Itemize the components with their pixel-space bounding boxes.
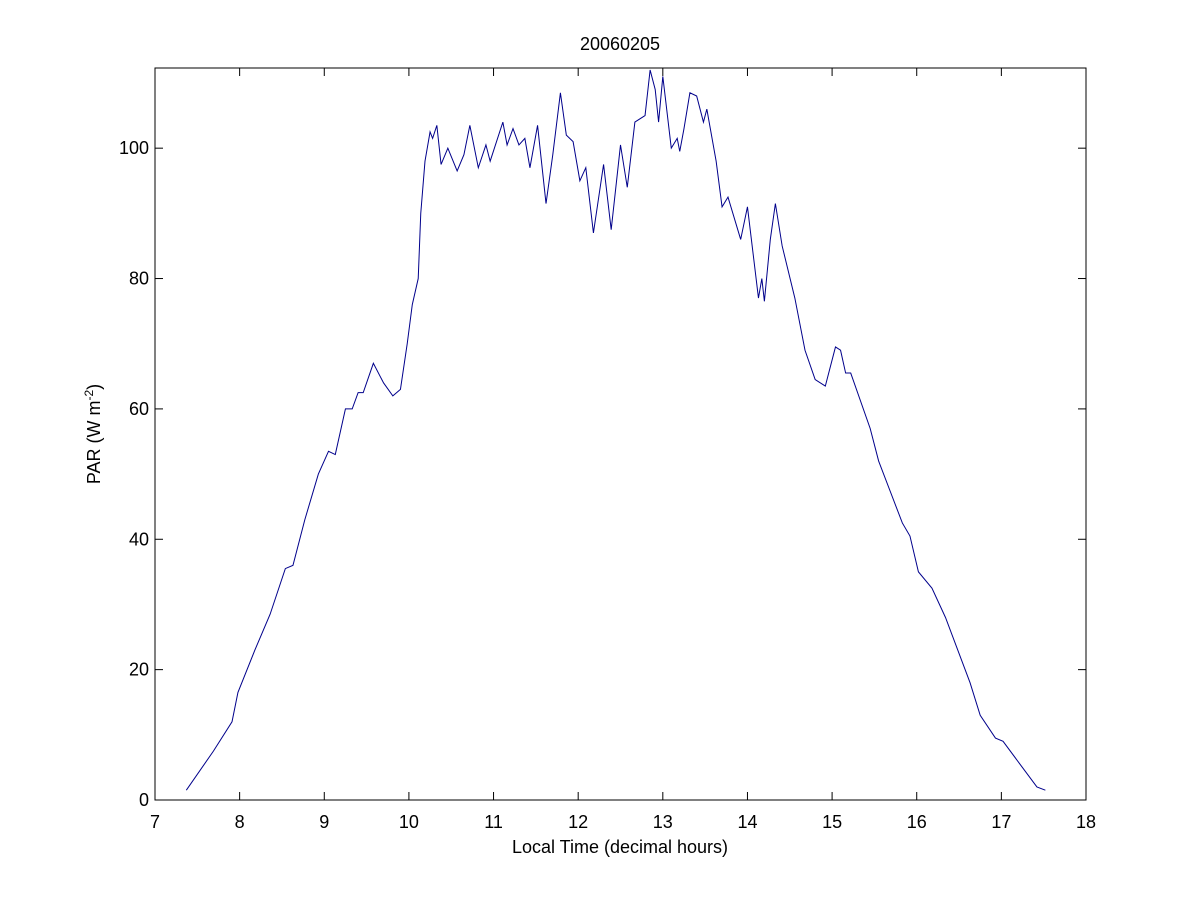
x-tick-label: 16 — [907, 812, 927, 832]
x-axis-label: Local Time (decimal hours) — [512, 837, 728, 857]
x-tick-label: 17 — [991, 812, 1011, 832]
y-tick-label: 20 — [129, 660, 149, 680]
y-label-sup: -2 — [82, 390, 96, 401]
plot-frame — [154, 67, 1087, 801]
x-tick-label: 18 — [1076, 812, 1096, 832]
x-tick-label: 12 — [568, 812, 588, 832]
y-tick-label: 80 — [129, 269, 149, 289]
x-tick-label: 8 — [235, 812, 245, 832]
data-line — [185, 69, 1046, 791]
x-tick-label: 9 — [319, 812, 329, 832]
x-tick-label: 11 — [484, 812, 503, 832]
x-tick-label: 10 — [399, 812, 419, 832]
y-label-text: PAR (W m — [84, 401, 104, 485]
y-tick-label: 100 — [119, 138, 149, 158]
x-tick-label: 13 — [653, 812, 673, 832]
y-tick-label: 0 — [139, 790, 149, 810]
x-tick-label: 14 — [737, 812, 757, 832]
y-tick-label: 40 — [129, 529, 149, 549]
y-axis-label: PAR (W m-2) — [82, 384, 104, 484]
chart-title: 20060205 — [580, 34, 660, 54]
x-tick-label: 7 — [150, 812, 160, 832]
x-tick-label: 15 — [822, 812, 842, 832]
y-label-suffix: ) — [84, 384, 104, 390]
y-tick-label: 60 — [129, 399, 149, 419]
